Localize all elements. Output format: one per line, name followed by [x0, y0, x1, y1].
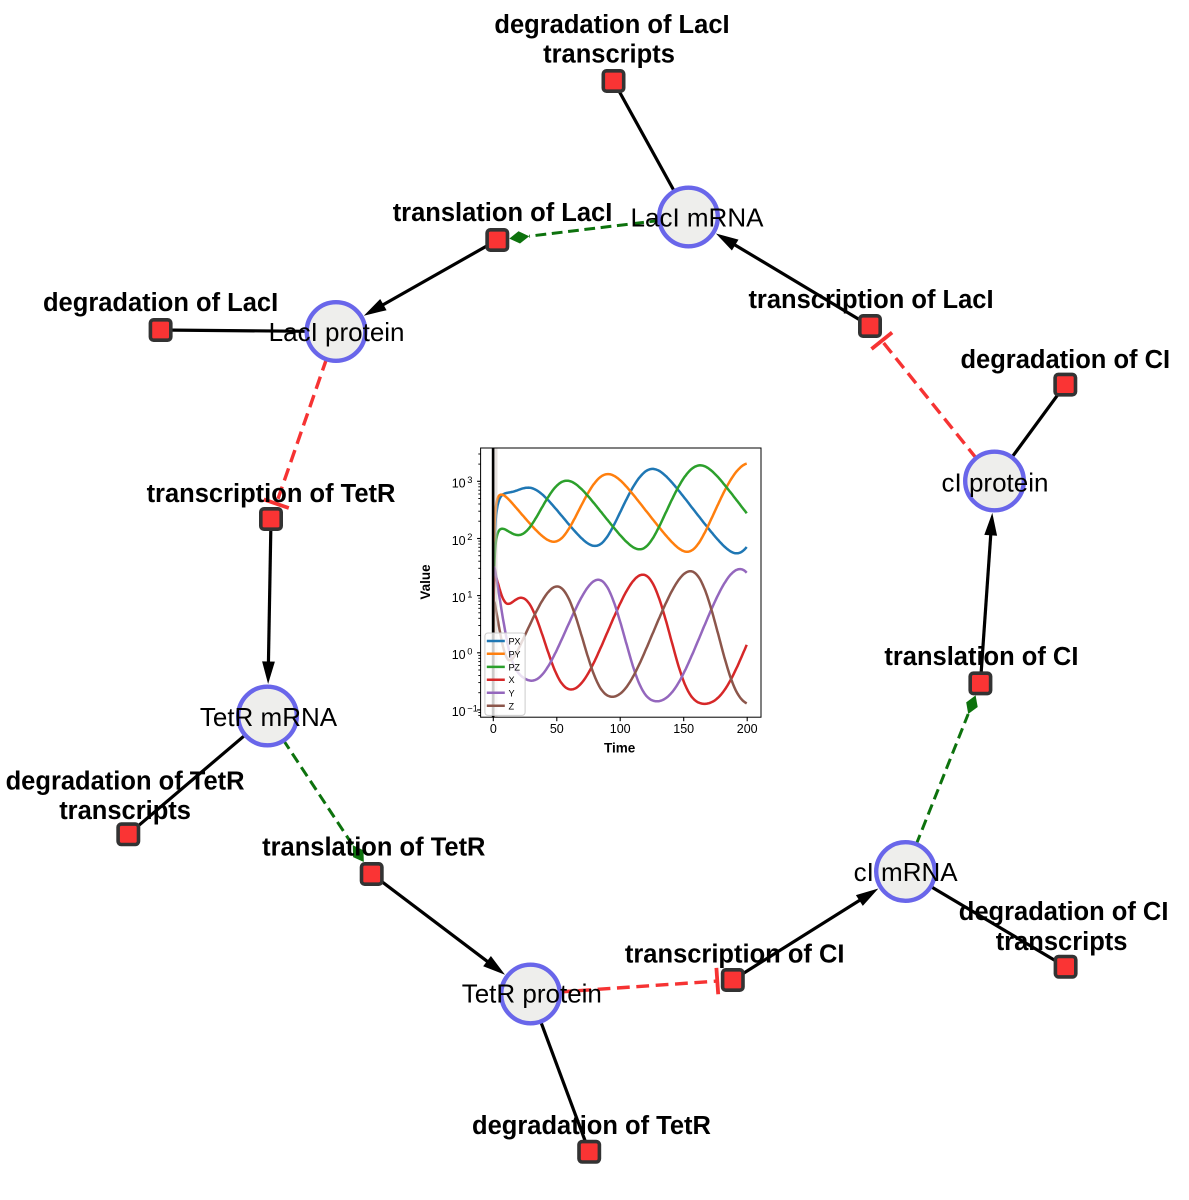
svg-text:transcripts: transcripts	[996, 928, 1128, 956]
svg-text:LacI protein: LacI protein	[269, 317, 405, 347]
svg-text:Y: Y	[509, 688, 515, 698]
svg-text:PX: PX	[509, 637, 521, 647]
svg-text:50: 50	[550, 722, 564, 736]
svg-text:transcription of TetR: transcription of TetR	[147, 480, 396, 508]
svg-text:Value: Value	[418, 564, 433, 600]
svg-text:Z: Z	[509, 701, 515, 711]
svg-text:transcripts: transcripts	[543, 41, 675, 69]
svg-text:degradation of TetR: degradation of TetR	[472, 1112, 711, 1140]
svg-text:degradation of CI: degradation of CI	[959, 898, 1169, 926]
svg-text:−1: −1	[467, 704, 478, 714]
svg-text:translation of TetR: translation of TetR	[262, 834, 485, 862]
svg-text:X: X	[509, 675, 515, 685]
svg-text:TetR mRNA: TetR mRNA	[200, 702, 338, 732]
svg-text:100: 100	[610, 722, 631, 736]
svg-text:translation of LacI: translation of LacI	[393, 199, 613, 227]
svg-text:PZ: PZ	[509, 662, 521, 672]
svg-text:transcription of LacI: transcription of LacI	[748, 286, 993, 314]
svg-text:LacI mRNA: LacI mRNA	[631, 202, 765, 232]
svg-text:degradation of LacI: degradation of LacI	[43, 289, 278, 317]
svg-text:degradation of CI: degradation of CI	[960, 346, 1170, 374]
svg-text:degradation of TetR: degradation of TetR	[6, 767, 245, 795]
svg-text:Time: Time	[604, 741, 636, 756]
svg-text:150: 150	[673, 722, 694, 736]
svg-text:degradation of LacI: degradation of LacI	[494, 11, 729, 39]
svg-text:2: 2	[467, 532, 472, 542]
svg-text:10: 10	[452, 477, 466, 491]
svg-text:transcription of CI: transcription of CI	[625, 941, 845, 969]
svg-text:cI mRNA: cI mRNA	[854, 857, 959, 887]
svg-text:10: 10	[452, 591, 466, 605]
svg-text:0: 0	[467, 647, 472, 657]
svg-text:cI protein: cI protein	[942, 467, 1049, 497]
svg-text:200: 200	[737, 722, 758, 736]
svg-text:10: 10	[452, 648, 466, 662]
svg-text:1: 1	[467, 589, 472, 599]
svg-text:0: 0	[490, 722, 497, 736]
svg-text:transcripts: transcripts	[59, 797, 191, 825]
svg-text:TetR protein: TetR protein	[462, 979, 602, 1009]
svg-text:10: 10	[452, 705, 466, 719]
svg-text:10: 10	[452, 534, 466, 548]
svg-text:PY: PY	[509, 649, 521, 659]
svg-text:3: 3	[467, 475, 472, 485]
svg-text:translation of CI: translation of CI	[884, 643, 1078, 671]
